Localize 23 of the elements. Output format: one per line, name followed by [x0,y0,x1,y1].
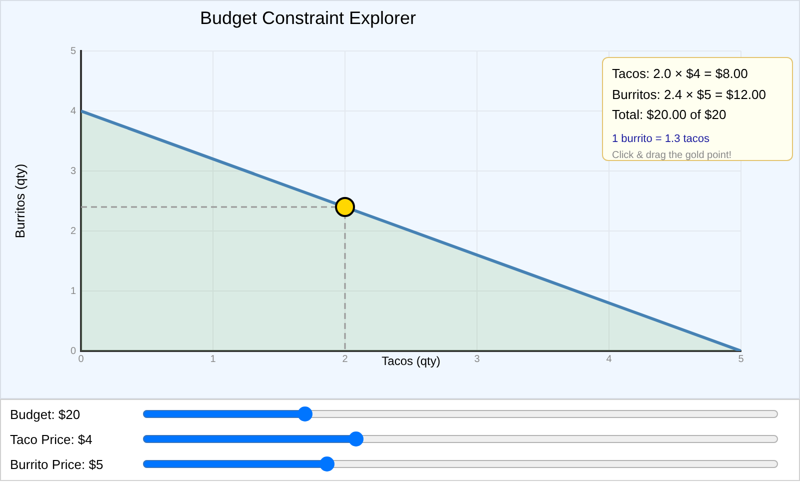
annotation: Total: $20.00 of $20 [612,106,728,124]
x-tick-label: 0 [78,354,84,365]
text: Taco Price: $4 [10,432,92,448]
x-tick-label: 5 [738,354,744,365]
y-tick-label: 1 [70,286,76,297]
y-tick-label: 4 [70,106,76,117]
annotation: 1 burrito = 1.3 tacos [612,132,711,146]
y-axis-title: Burritos (qty) [12,164,28,238]
y-tick-label: 2 [70,226,76,237]
y-tick-label: 5 [70,46,76,57]
x-tick-label: 4 [606,354,612,365]
chart-title: Budget Constraint Explorer [198,7,418,29]
text: Budget: $20 [10,407,80,423]
y-tick-label: 3 [70,166,76,177]
y-tick-label: 0 [70,346,76,357]
annotation: Tacos: 2.0 × $4 = $8.00 [612,65,749,83]
annotation: Click & drag the gold point! [612,148,733,162]
text: Burrito Price: $5 [10,457,104,473]
x-tick-label: 2 [342,354,348,365]
x-tick-label: 3 [474,354,480,365]
x-tick-label: 1 [210,354,216,365]
x-axis-title: Tacos (qty) [382,354,440,368]
annotation: Burritos: 2.4 × $5 = $12.00 [612,86,767,104]
